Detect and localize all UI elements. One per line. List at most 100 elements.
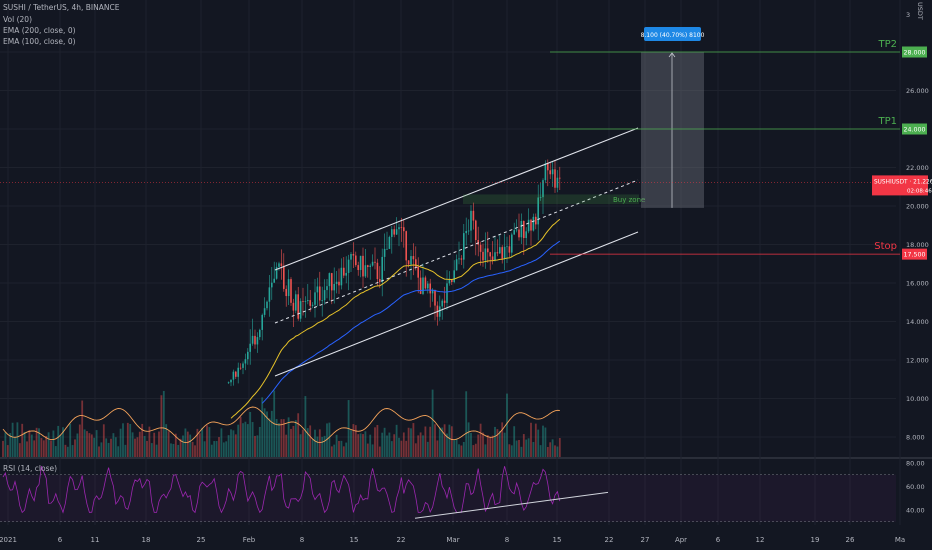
candle-body: [376, 262, 379, 280]
volume-bar: [388, 432, 391, 457]
candle-body: [268, 287, 271, 302]
volume-bar: [431, 389, 434, 457]
volume-bars: [2, 389, 561, 457]
candle-body: [314, 292, 316, 305]
volume-bar: [371, 444, 374, 457]
volume-bar: [153, 432, 156, 457]
volume-bar: [441, 427, 444, 457]
candle-body: [285, 288, 287, 297]
candle-body: [352, 253, 355, 256]
candle-body: [388, 236, 391, 249]
projection-box: [641, 52, 704, 208]
candle-body: [359, 255, 362, 271]
volume-bar: [299, 434, 302, 457]
volume-bar: [172, 443, 175, 457]
volume-bar: [467, 422, 470, 457]
buy-zone-box: [463, 194, 639, 205]
candle-body: [549, 170, 551, 175]
volume-bar: [2, 440, 4, 457]
candle-body: [554, 169, 556, 188]
volume-bar: [213, 441, 216, 457]
current-price-tag: [872, 175, 928, 196]
volume-bar: [74, 439, 76, 457]
time-axis-label: 18: [142, 536, 151, 544]
candle-body: [254, 335, 256, 345]
volume-bar: [314, 429, 316, 457]
volume-bar: [86, 431, 88, 457]
candle-body: [309, 300, 311, 306]
volume-bar: [364, 431, 367, 457]
volume-bar: [114, 437, 117, 457]
volume-bar: [201, 427, 204, 457]
candle-body: [338, 281, 340, 286]
candle-body: [470, 210, 472, 231]
volume-bar: [239, 416, 242, 457]
candle-body: [239, 367, 242, 369]
volume-bar: [472, 445, 475, 457]
candle-body: [263, 308, 266, 315]
candle-body: [487, 248, 489, 253]
volume-bar: [227, 435, 230, 457]
time-axis-label: 15: [350, 536, 359, 544]
volume-bar: [76, 433, 79, 457]
volume-bar: [378, 446, 381, 457]
candle-body: [386, 248, 388, 250]
candle-body: [429, 283, 431, 294]
candle-body: [340, 267, 343, 286]
tp1-price-tag: [902, 123, 927, 135]
candle-body: [302, 301, 304, 302]
candle-body: [364, 265, 367, 277]
candle-body: [477, 240, 479, 245]
price-axis-label: 14.000: [906, 318, 929, 326]
candle-body: [551, 169, 554, 175]
volume-bar: [294, 420, 297, 457]
candle-body: [503, 246, 506, 259]
volume-bar: [54, 446, 57, 457]
volume-bar: [412, 423, 415, 457]
candle-body: [417, 266, 419, 278]
candle-body: [527, 219, 530, 232]
channel-mid-line: [274, 179, 639, 324]
volume-bar: [83, 429, 86, 457]
time-axis-label: 25: [197, 536, 206, 544]
volume-bar: [160, 395, 163, 457]
volume-bar: [64, 444, 67, 457]
candle-body: [520, 221, 523, 238]
current-price-text: SUSHIUSDT · 21.226: [874, 179, 932, 185]
ema200-line: [261, 240, 561, 404]
candle-body: [539, 197, 542, 198]
volume-bar: [402, 432, 405, 457]
volume-bar: [330, 446, 333, 457]
volume-bar: [501, 422, 504, 457]
symbol-legend[interactable]: SUSHI / TetherUS, 4h, BINANCE: [3, 3, 120, 12]
volume-bar: [23, 431, 26, 457]
volume-bar: [522, 434, 525, 457]
candle-body: [398, 227, 400, 230]
buy-zone-label: Buy zone: [613, 196, 645, 204]
indicator-rsi[interactable]: RSI (14, close): [3, 464, 58, 473]
candle-body: [535, 216, 537, 225]
volume-bar: [47, 432, 50, 457]
candle-body: [484, 248, 487, 261]
volume-bar: [374, 427, 376, 457]
candle-body: [280, 263, 283, 266]
candle-body: [278, 263, 280, 267]
candle-body: [232, 371, 235, 380]
indicator-ema200[interactable]: EMA (200, close, 0): [3, 26, 76, 35]
volume-bar: [542, 425, 544, 457]
candle-body: [395, 229, 398, 235]
volume-bar: [186, 431, 189, 457]
volume-bar: [275, 418, 278, 457]
indicator-vol[interactable]: Vol (20): [3, 15, 33, 24]
candle-body: [321, 300, 323, 302]
volume-bar: [136, 437, 139, 457]
volume-bar: [280, 419, 283, 457]
volume-bar: [448, 424, 451, 457]
volume-bar: [71, 445, 74, 457]
volume-bar: [105, 438, 108, 457]
volume-bar: [342, 446, 345, 457]
volume-bar: [11, 422, 14, 457]
volume-bar: [126, 422, 129, 457]
indicator-ema100[interactable]: EMA (100, close, 0): [3, 37, 76, 46]
